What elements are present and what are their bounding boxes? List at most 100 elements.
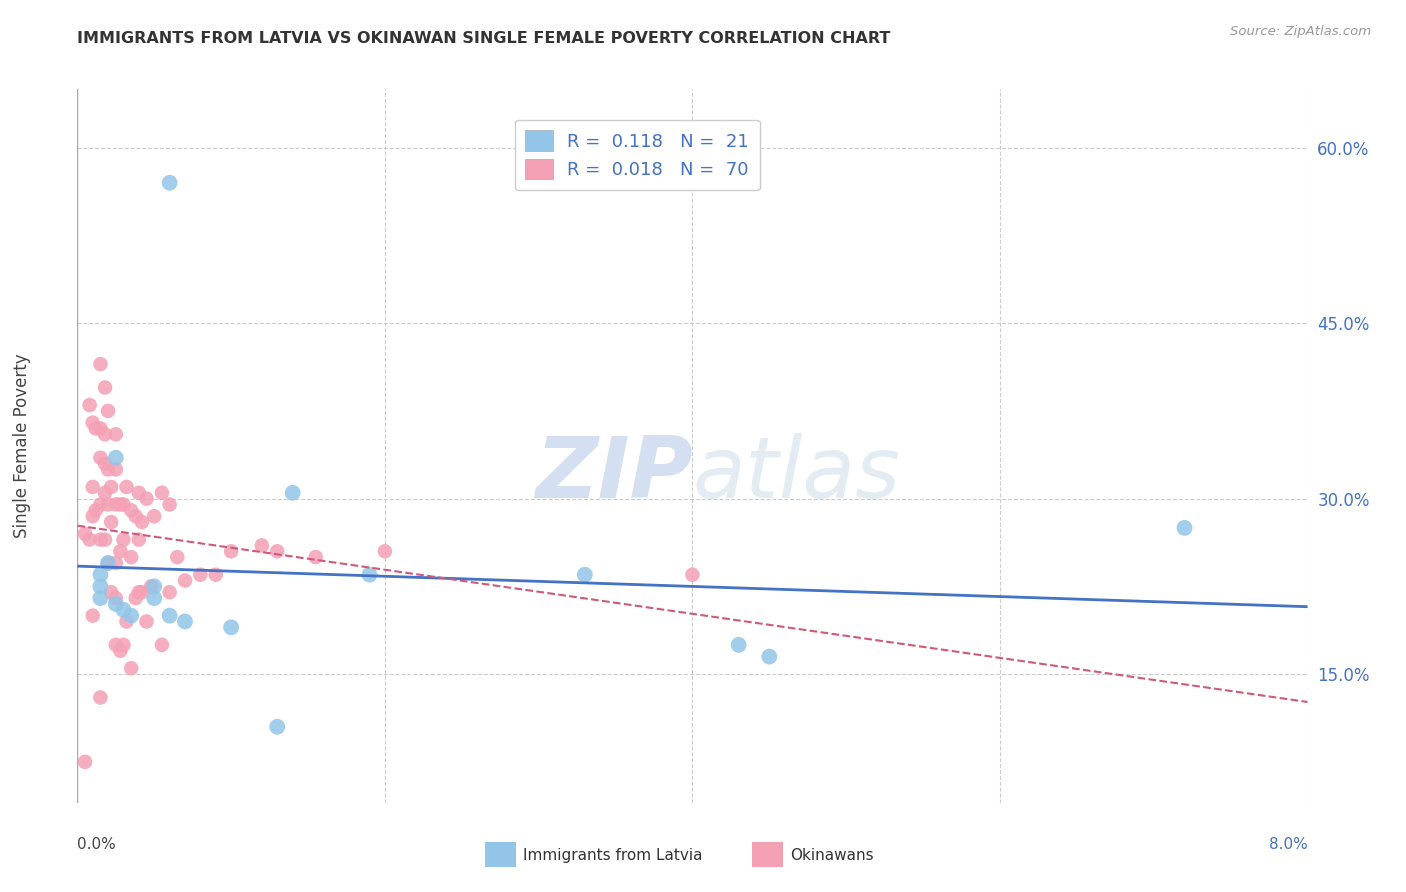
Point: [159, 608, 181, 623]
Point: [97, 556, 120, 570]
Point: [84, 421, 107, 435]
Point: [112, 533, 135, 547]
Point: [266, 544, 288, 558]
Point: [89, 450, 111, 465]
Point: [104, 498, 127, 512]
Point: [82, 509, 104, 524]
Point: [94, 380, 117, 394]
Point: [120, 661, 142, 675]
Text: ZIP: ZIP: [534, 433, 693, 516]
Point: [141, 579, 163, 593]
Point: [174, 574, 197, 588]
Point: [131, 585, 153, 599]
Point: [150, 638, 173, 652]
Point: [100, 480, 122, 494]
Point: [110, 644, 132, 658]
Point: [281, 485, 304, 500]
Point: [219, 544, 242, 558]
Text: Source: ZipAtlas.com: Source: ZipAtlas.com: [1230, 25, 1371, 38]
Point: [94, 533, 117, 547]
Text: Okinawans: Okinawans: [790, 848, 873, 863]
Point: [104, 638, 127, 652]
Point: [1174, 521, 1197, 535]
Point: [97, 498, 120, 512]
Point: [94, 457, 117, 471]
Point: [89, 533, 111, 547]
Point: [112, 498, 135, 512]
Point: [79, 533, 101, 547]
Point: [94, 485, 117, 500]
Point: [143, 509, 166, 524]
Point: [112, 638, 135, 652]
Point: [89, 421, 111, 435]
Point: [374, 544, 396, 558]
Point: [104, 427, 127, 442]
Point: [115, 480, 138, 494]
Point: [82, 416, 104, 430]
Point: [89, 567, 111, 582]
Point: [112, 603, 135, 617]
Text: IMMIGRANTS FROM LATVIA VS OKINAWAN SINGLE FEMALE POVERTY CORRELATION CHART: IMMIGRANTS FROM LATVIA VS OKINAWAN SINGL…: [77, 31, 891, 46]
Point: [143, 591, 166, 605]
Point: [250, 538, 273, 552]
Point: [89, 591, 111, 605]
Point: [131, 515, 153, 529]
Point: [128, 585, 150, 599]
Point: [104, 556, 127, 570]
Point: [104, 462, 127, 476]
Point: [110, 544, 132, 558]
Point: [100, 585, 122, 599]
Point: [89, 357, 111, 371]
Point: [89, 690, 111, 705]
Text: Single Female Poverty: Single Female Poverty: [13, 354, 31, 538]
Point: [219, 620, 242, 634]
Point: [128, 485, 150, 500]
Point: [125, 509, 148, 524]
Text: 0.0%: 0.0%: [77, 837, 117, 852]
Legend: R =  0.118   N =  21, R =  0.018   N =  70: R = 0.118 N = 21, R = 0.018 N = 70: [515, 120, 759, 190]
Point: [204, 567, 226, 582]
Point: [89, 579, 111, 593]
Point: [682, 567, 704, 582]
Point: [89, 498, 111, 512]
Point: [82, 608, 104, 623]
Point: [190, 567, 212, 582]
Point: [79, 398, 101, 412]
Point: [94, 427, 117, 442]
Point: [104, 597, 127, 611]
Point: [305, 550, 328, 565]
Point: [174, 615, 197, 629]
Text: 8.0%: 8.0%: [1268, 837, 1308, 852]
Point: [73, 755, 96, 769]
Point: [115, 615, 138, 629]
Point: [143, 579, 166, 593]
Point: [266, 720, 288, 734]
Point: [359, 567, 381, 582]
Point: [104, 450, 127, 465]
Point: [97, 556, 120, 570]
Point: [104, 591, 127, 605]
Point: [120, 608, 142, 623]
Point: [159, 585, 181, 599]
Text: atlas: atlas: [693, 433, 900, 516]
Point: [150, 485, 173, 500]
Text: Immigrants from Latvia: Immigrants from Latvia: [523, 848, 703, 863]
Point: [84, 503, 107, 517]
Point: [120, 503, 142, 517]
Point: [159, 498, 181, 512]
Point: [128, 533, 150, 547]
Point: [758, 649, 780, 664]
Point: [100, 515, 122, 529]
Point: [82, 480, 104, 494]
Point: [97, 462, 120, 476]
Point: [97, 404, 120, 418]
Point: [159, 176, 181, 190]
Point: [574, 567, 596, 582]
Point: [135, 491, 157, 506]
Point: [110, 498, 132, 512]
Point: [73, 526, 96, 541]
Point: [135, 615, 157, 629]
Point: [166, 550, 188, 565]
Point: [727, 638, 749, 652]
Point: [125, 591, 148, 605]
